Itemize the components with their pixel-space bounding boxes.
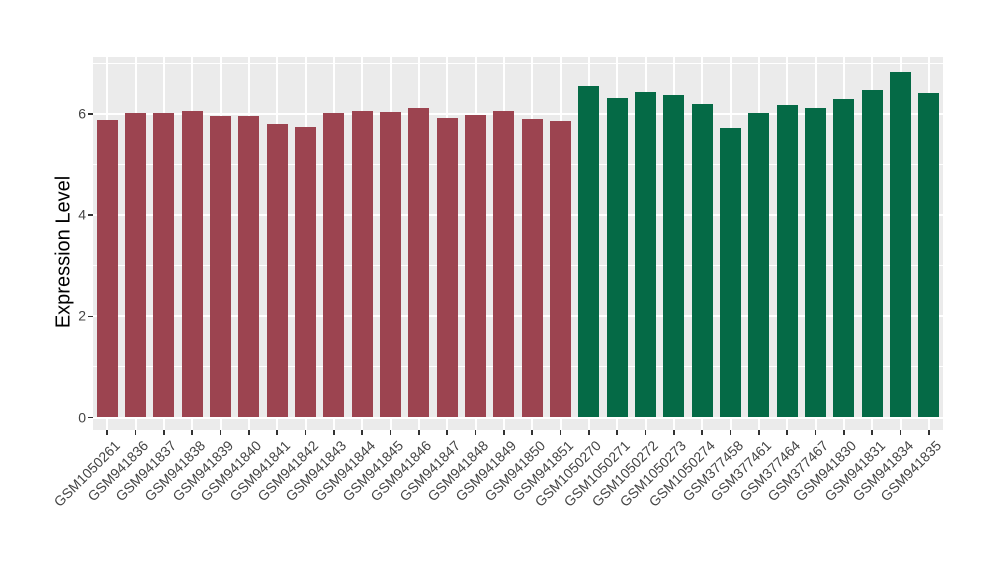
bar-GSM377467: [805, 107, 826, 418]
y-tick-mark: [88, 214, 93, 216]
x-tick-mark: [134, 430, 137, 435]
y-tick-mark: [88, 113, 93, 115]
bar-GSM941846: [408, 107, 430, 418]
bar-GSM941830: [833, 98, 855, 418]
y-tick-label: 0: [78, 409, 86, 426]
bar-GSM941837: [153, 112, 175, 418]
bar-GSM941848: [465, 115, 486, 418]
x-tick-mark: [163, 430, 165, 435]
bar-GSM1050270: [578, 86, 600, 418]
x-tick-mark: [219, 430, 222, 435]
gridline-major-h: [93, 315, 943, 318]
bar-GSM941851: [550, 120, 571, 418]
bar-GSM941844: [351, 110, 373, 418]
bar-GSM941850: [521, 119, 543, 418]
x-tick-mark: [418, 430, 420, 435]
x-tick-mark: [503, 430, 505, 435]
bar-GSM1050272: [635, 92, 656, 418]
y-tick-label: 2: [78, 308, 86, 325]
x-tick-mark: [814, 430, 817, 435]
x-tick-mark: [899, 430, 902, 435]
x-tick-mark: [191, 430, 193, 435]
bar-GSM377461: [748, 113, 770, 418]
bar-GSM941840: [238, 116, 260, 418]
gridline-major-h: [93, 214, 943, 217]
x-tick-mark: [276, 430, 278, 435]
bar-GSM941845: [380, 112, 401, 418]
x-tick-mark: [758, 430, 760, 435]
x-tick-mark: [616, 430, 618, 435]
bar-GSM1050274: [691, 103, 713, 418]
bar-GSM941838: [181, 110, 203, 418]
bar-GSM941839: [210, 116, 231, 418]
x-tick-mark: [531, 430, 533, 435]
bar-GSM941849: [493, 111, 515, 418]
bar-GSM941835: [918, 92, 940, 418]
x-tick-mark: [871, 430, 873, 435]
bar-GSM1050261: [96, 120, 118, 418]
x-tick-mark: [248, 430, 250, 435]
bar-GSM377464: [776, 105, 798, 418]
bar-GSM941842: [295, 127, 316, 418]
bar-GSM1050273: [663, 95, 685, 418]
x-tick-mark: [928, 430, 930, 435]
x-tick-mark: [361, 430, 363, 435]
y-tick-label: 4: [78, 206, 86, 223]
x-tick-mark: [474, 430, 477, 435]
gridline-minor-h: [93, 366, 943, 368]
bar-GSM941847: [436, 118, 458, 418]
x-tick-mark: [446, 430, 448, 435]
bar-GSM377458: [720, 128, 741, 418]
x-tick-mark: [106, 430, 108, 435]
gridline-minor-h: [93, 265, 943, 267]
x-tick-mark: [559, 430, 562, 435]
bar-GSM1050271: [606, 98, 628, 418]
y-axis-title: Expression Level: [52, 175, 75, 329]
bar-GSM941841: [266, 123, 288, 418]
x-tick-mark: [843, 430, 845, 435]
x-tick-mark: [701, 430, 703, 435]
gridline-minor-h: [93, 164, 943, 165]
bar-GSM941836: [125, 112, 146, 418]
x-tick-mark: [333, 430, 335, 435]
plot-panel: [93, 57, 943, 430]
x-tick-mark: [729, 430, 732, 435]
gridline-major-h: [93, 112, 943, 115]
y-tick-label: 6: [78, 105, 86, 122]
bar-GSM941831: [861, 89, 883, 418]
x-tick-mark: [304, 430, 307, 435]
x-tick-mark: [389, 430, 392, 435]
x-tick-mark: [644, 430, 647, 435]
y-tick-mark: [88, 315, 93, 318]
bar-GSM941843: [323, 113, 345, 418]
bar-GSM941834: [890, 72, 911, 418]
x-tick-mark: [588, 430, 590, 435]
gridline-major-h: [93, 416, 943, 419]
x-tick-mark: [786, 430, 788, 435]
y-tick-mark: [88, 416, 93, 419]
x-tick-mark: [673, 430, 675, 435]
gridline-minor-h: [93, 62, 943, 64]
